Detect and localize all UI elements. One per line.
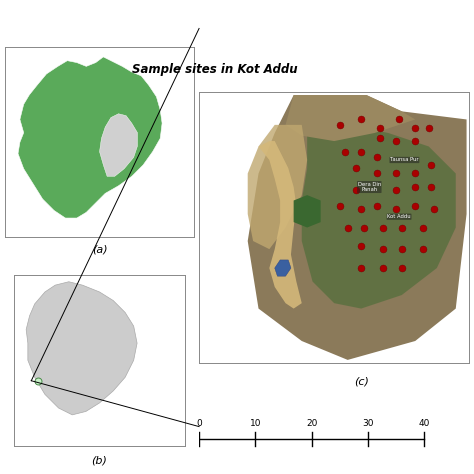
Text: 20: 20 (306, 419, 317, 428)
Text: Sample sites in Kot Addu: Sample sites in Kot Addu (131, 63, 297, 76)
Polygon shape (293, 195, 320, 228)
Polygon shape (100, 114, 137, 176)
Text: (a): (a) (92, 245, 107, 255)
Polygon shape (302, 125, 456, 309)
Polygon shape (248, 125, 307, 249)
Polygon shape (18, 57, 162, 218)
Polygon shape (285, 95, 415, 141)
Text: Kot Addu: Kot Addu (387, 214, 411, 219)
Text: Dera Din
Panah: Dera Din Panah (358, 182, 381, 192)
Text: (b): (b) (91, 456, 108, 466)
Text: 10: 10 (250, 419, 261, 428)
Polygon shape (248, 95, 466, 360)
Text: 30: 30 (362, 419, 374, 428)
Polygon shape (258, 141, 302, 309)
Text: (c): (c) (354, 376, 369, 386)
Polygon shape (275, 260, 291, 276)
Polygon shape (26, 282, 137, 415)
Text: 0: 0 (196, 419, 202, 428)
Text: Taunsa Pur: Taunsa Pur (390, 157, 419, 163)
Text: 40: 40 (419, 419, 430, 428)
